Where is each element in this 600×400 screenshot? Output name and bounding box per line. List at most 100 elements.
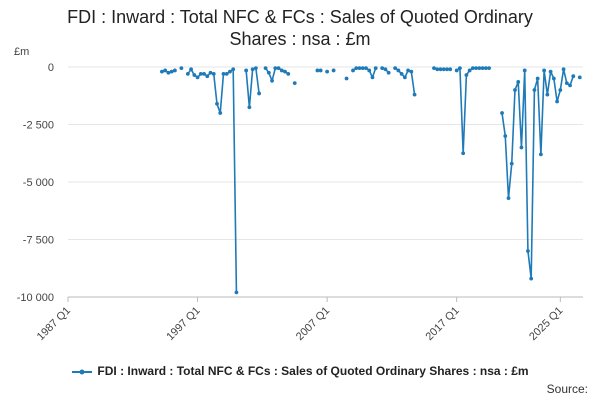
data-point[interactable] — [454, 68, 459, 73]
data-point[interactable] — [461, 151, 466, 156]
data-point[interactable] — [263, 66, 268, 71]
data-point[interactable] — [535, 76, 540, 81]
data-point[interactable] — [532, 88, 537, 92]
data-point[interactable] — [160, 69, 164, 74]
data-point[interactable] — [351, 68, 355, 73]
data-point[interactable] — [522, 68, 527, 73]
data-point[interactable] — [189, 67, 193, 72]
data-point[interactable] — [224, 72, 229, 76]
data-point[interactable] — [244, 68, 249, 73]
data-point[interactable] — [548, 69, 553, 74]
data-point[interactable] — [571, 74, 576, 79]
data-point[interactable] — [383, 67, 388, 72]
data-point[interactable] — [538, 152, 543, 157]
data-point[interactable] — [364, 66, 368, 71]
data-point[interactable] — [273, 66, 278, 71]
data-point[interactable] — [526, 249, 530, 253]
data-point[interactable] — [441, 67, 446, 72]
data-point[interactable] — [357, 66, 362, 71]
data-point[interactable] — [250, 67, 255, 72]
data-point[interactable] — [172, 68, 177, 73]
data-point[interactable] — [218, 111, 223, 115]
data-point[interactable] — [399, 72, 404, 76]
data-point[interactable] — [542, 68, 547, 73]
data-point[interactable] — [198, 72, 203, 76]
data-point[interactable] — [195, 75, 200, 80]
data-point[interactable] — [228, 69, 232, 74]
data-point[interactable] — [445, 67, 449, 72]
data-point[interactable] — [367, 68, 372, 73]
data-point[interactable] — [179, 66, 184, 71]
data-point[interactable] — [564, 81, 569, 85]
data-point[interactable] — [393, 66, 398, 71]
legend[interactable]: FDI : Inward : Total NFC & FCs : Sales o… — [0, 364, 600, 378]
data-point[interactable] — [480, 66, 485, 71]
data-point[interactable] — [166, 70, 171, 75]
data-point[interactable] — [529, 276, 534, 281]
data-point[interactable] — [470, 66, 475, 71]
data-point[interactable] — [509, 161, 514, 166]
data-point[interactable] — [370, 75, 375, 80]
data-point[interactable] — [474, 66, 479, 71]
data-point[interactable] — [257, 91, 261, 96]
data-point[interactable] — [406, 68, 410, 73]
data-point[interactable] — [373, 66, 378, 71]
data-point[interactable] — [545, 92, 550, 97]
data-point[interactable] — [354, 66, 359, 71]
data-point[interactable] — [266, 70, 271, 75]
data-point[interactable] — [561, 67, 566, 72]
data-point[interactable] — [458, 66, 462, 71]
data-point[interactable] — [402, 75, 407, 80]
data-point[interactable] — [253, 66, 258, 71]
data-point[interactable] — [234, 290, 239, 295]
data-point[interactable] — [438, 67, 443, 72]
data-point[interactable] — [396, 68, 401, 73]
data-point[interactable] — [483, 66, 488, 71]
data-point[interactable] — [331, 68, 336, 73]
data-point[interactable] — [558, 88, 563, 92]
data-point[interactable] — [231, 67, 236, 72]
data-point[interactable] — [513, 88, 517, 92]
data-point[interactable] — [344, 76, 349, 81]
data-point[interactable] — [477, 66, 482, 71]
data-point[interactable] — [577, 75, 582, 80]
data-point[interactable] — [506, 196, 511, 201]
data-point[interactable] — [432, 66, 436, 71]
data-point[interactable] — [270, 78, 274, 83]
data-point[interactable] — [568, 83, 572, 88]
data-point[interactable] — [169, 69, 174, 74]
data-point[interactable] — [211, 72, 216, 76]
data-point[interactable] — [360, 66, 365, 71]
data-point[interactable] — [409, 69, 414, 74]
data-point[interactable] — [448, 67, 453, 72]
data-point[interactable] — [380, 66, 385, 71]
data-point[interactable] — [315, 68, 320, 73]
data-point[interactable] — [519, 145, 524, 150]
data-point[interactable] — [279, 68, 284, 73]
data-point[interactable] — [215, 101, 219, 106]
data-point[interactable] — [247, 105, 252, 110]
data-point[interactable] — [202, 72, 206, 76]
data-point[interactable] — [221, 72, 226, 76]
data-point[interactable] — [503, 134, 508, 138]
data-point[interactable] — [551, 76, 556, 81]
data-point[interactable] — [555, 99, 559, 104]
data-point[interactable] — [205, 74, 210, 79]
data-point[interactable] — [386, 70, 391, 75]
data-point[interactable] — [435, 67, 440, 72]
data-point[interactable] — [467, 68, 472, 73]
data-point[interactable] — [276, 66, 281, 71]
data-point[interactable] — [487, 66, 491, 71]
data-point[interactable] — [185, 72, 190, 76]
data-point[interactable] — [208, 70, 213, 75]
data-point[interactable] — [464, 73, 469, 77]
data-point[interactable] — [292, 81, 297, 85]
data-point[interactable] — [318, 68, 323, 73]
data-point[interactable] — [325, 69, 330, 74]
data-point[interactable] — [163, 68, 168, 73]
data-point[interactable] — [412, 92, 417, 97]
data-point[interactable] — [192, 73, 197, 77]
data-point[interactable] — [286, 72, 291, 76]
data-point[interactable] — [500, 111, 504, 115]
data-point[interactable] — [516, 80, 521, 84]
